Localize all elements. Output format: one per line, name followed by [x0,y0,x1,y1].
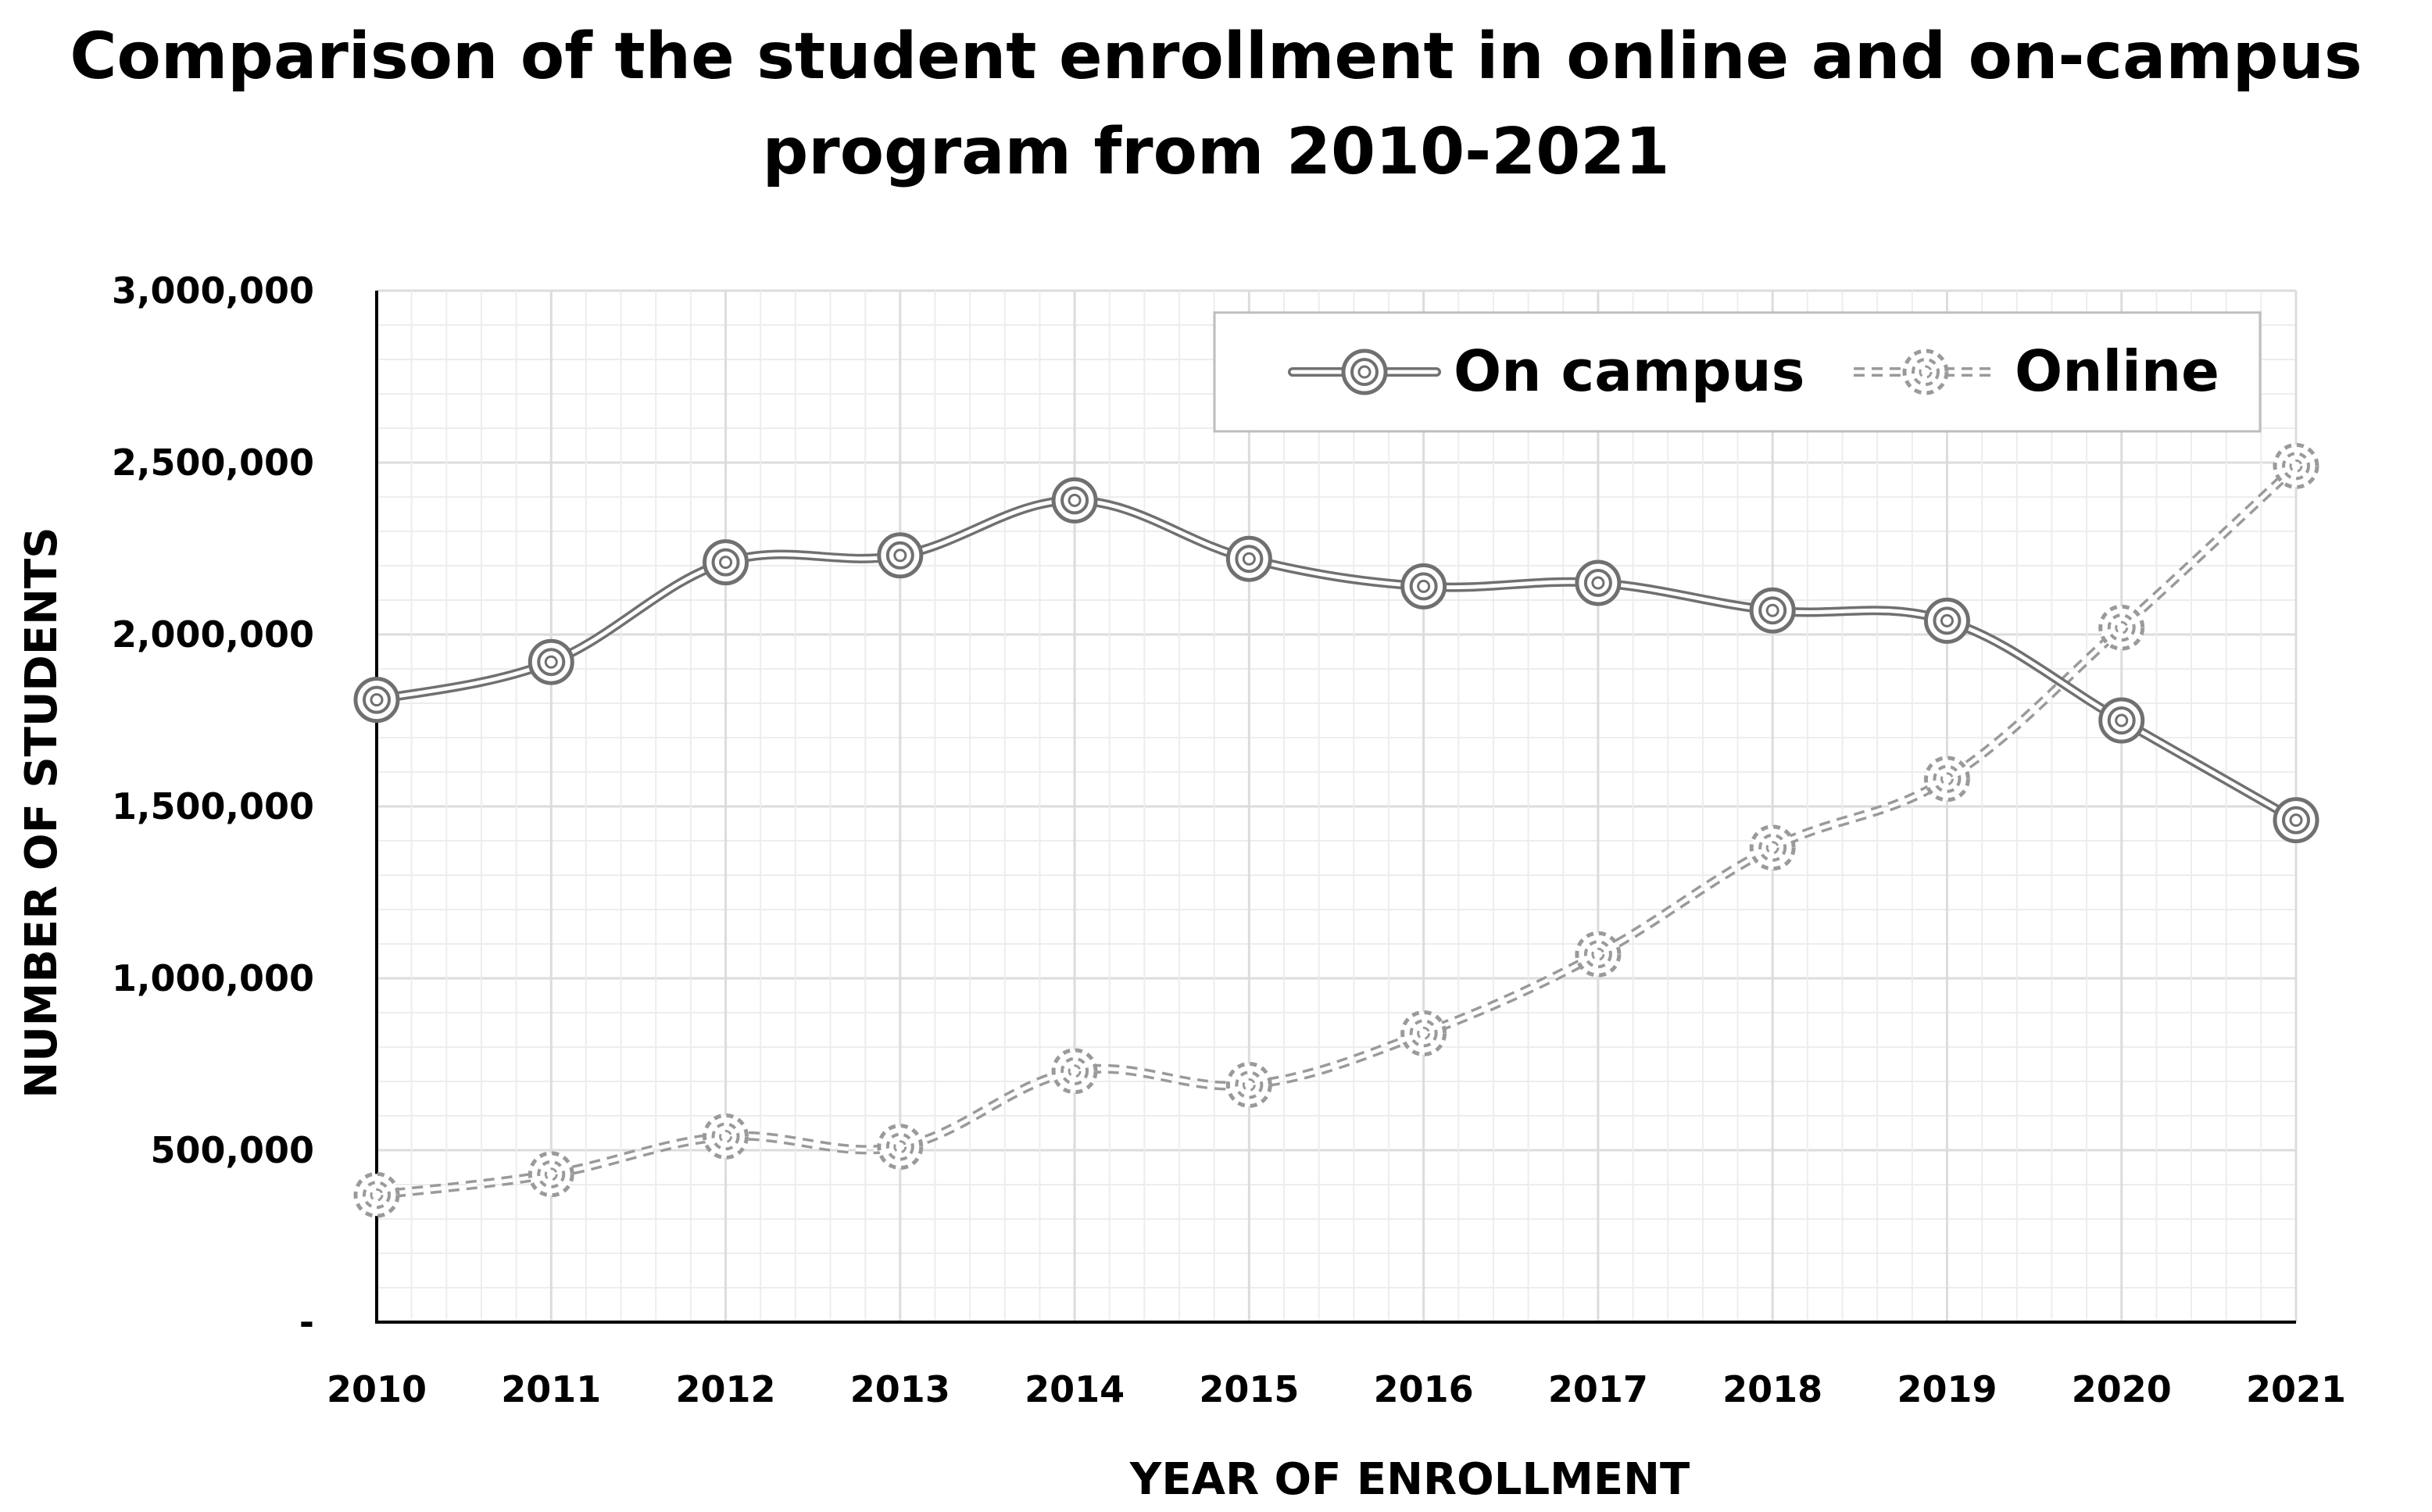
x-tick-label: 2010 [327,1368,427,1410]
x-tick-labels: 2010 2011 2012 2013 2014 2015 2016 2017 2018 2019… [327,1368,2346,1410]
legend-label-online: Online [2015,338,2219,404]
data-point-on-campus-2019 [1923,597,1970,644]
data-point-on-campus-2014 [1051,477,1098,524]
x-tick-label: 2012 [676,1368,776,1410]
legend-marker-on-campus [1341,349,1388,395]
x-tick-label: 2016 [1374,1368,1474,1410]
data-point-on-campus-2021 [2273,797,2319,844]
data-point-on-campus-2013 [877,532,924,579]
data-point-online-2012 [703,1113,749,1160]
data-point-online-2016 [1400,1010,1447,1056]
series-line-on-campus [372,495,2301,825]
data-point-online-2013 [877,1124,924,1171]
data-point-on-campus-2011 [528,638,574,685]
y-tick-label: 2,000,000 [112,613,314,656]
data-point-online-2020 [2098,604,2145,651]
y-axis-title: NUMBER OF STUDENTS [16,527,67,1098]
x-tick-label: 2017 [1548,1368,1648,1410]
y-tick-label: 2,500,000 [112,441,314,484]
x-tick-label: 2013 [850,1368,950,1410]
data-point-on-campus-2015 [1225,535,1272,582]
legend-label-on-campus: On campus [1454,338,1804,404]
legend: On campus Online [1213,311,2262,433]
data-point-online-2017 [1575,931,1622,978]
y-tick-label: 1,500,000 [112,785,314,827]
data-point-online-2010 [353,1171,400,1218]
x-axis-title: YEAR OF ENROLLMENT [1129,1454,1690,1505]
x-tick-label: 2020 [2072,1368,2172,1410]
y-tick-label: - [299,1301,314,1343]
x-tick-label: 2021 [2246,1368,2346,1410]
data-point-online-2018 [1749,824,1796,871]
data-point-on-campus-2018 [1749,587,1796,634]
x-tick-label: 2011 [501,1368,601,1410]
x-tick-label: 2015 [1199,1368,1299,1410]
data-point-on-campus-2012 [703,539,749,586]
data-point-online-2019 [1923,756,1970,802]
data-point-online-2011 [528,1151,574,1198]
data-point-on-campus-2020 [2098,697,2145,744]
y-tick-labels: - 500,000 1,000,000 1,500,000 2,000,000 2,500… [112,270,314,1343]
y-tick-label: 500,000 [150,1129,314,1171]
legend-marker-online [1902,349,1949,395]
chart-title-line-1: Comparison of the student enrollment in … [70,20,2362,94]
x-tick-label: 2014 [1025,1368,1125,1410]
legend-items [1288,349,1997,395]
axes [375,291,2296,1324]
data-point-online-2021 [2273,442,2319,489]
y-tick-label: 3,000,000 [112,270,314,312]
data-point-online-2014 [1051,1048,1098,1095]
data-point-on-campus-2017 [1575,559,1622,606]
data-point-on-campus-2016 [1400,563,1447,609]
y-tick-label: 1,000,000 [112,957,314,999]
series-layer [353,442,2319,1218]
x-tick-label: 2019 [1897,1368,1997,1410]
x-tick-label: 2018 [1722,1368,1822,1410]
data-point-on-campus-2010 [353,677,400,724]
gridlines [377,289,2298,1322]
data-point-online-2015 [1225,1061,1272,1108]
chart-title-line-2: program from 2010-2021 [763,115,1670,189]
